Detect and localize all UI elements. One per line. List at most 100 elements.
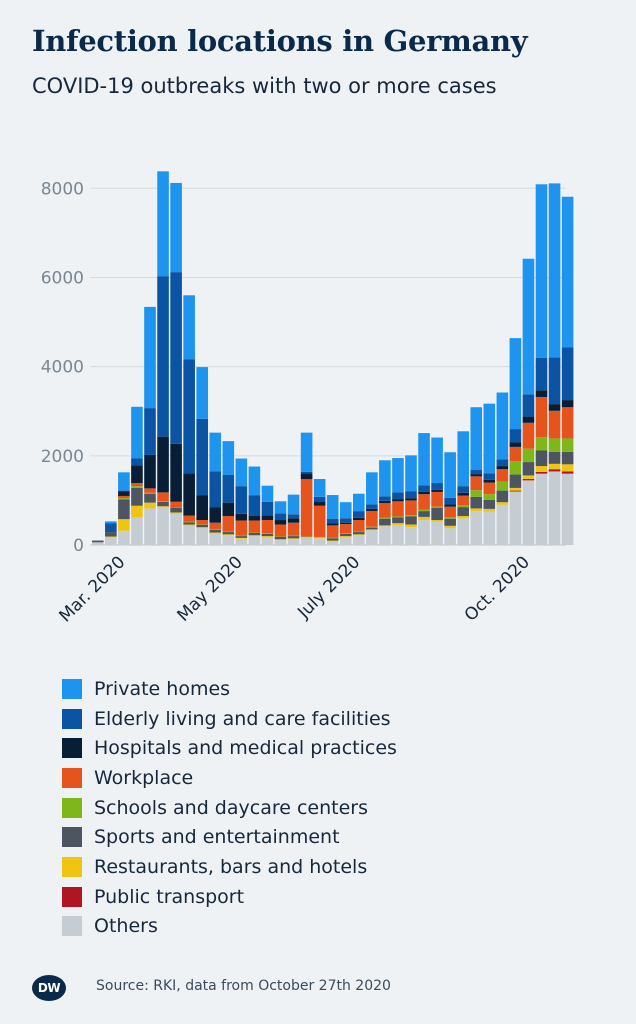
bar-segment: [300, 536, 313, 538]
bar-segment: [483, 508, 496, 512]
bar-segment: [483, 479, 496, 483]
bar-stack-week-20: [339, 502, 352, 545]
bar-segment: [457, 431, 469, 487]
bar-segment: [339, 536, 352, 545]
bar-segment: [535, 396, 548, 438]
bar-segment: [287, 514, 300, 519]
bar-stack-week-32: [496, 392, 509, 545]
bar-segment: [118, 530, 130, 545]
legend-label: Public transport: [94, 885, 245, 908]
bars: [92, 171, 574, 545]
bar-segment: [92, 540, 104, 543]
bar-segment: [287, 522, 300, 536]
bar-segment: [105, 537, 117, 545]
dw-logo: DW: [32, 975, 66, 1001]
bar-segment: [235, 520, 248, 536]
bar-segment: [535, 437, 548, 451]
bar-segment: [248, 532, 261, 536]
bar-segment: [418, 494, 430, 510]
bar-segment: [405, 491, 417, 499]
legend-label: Sports and entertainment: [94, 826, 340, 849]
bar-stack-week-23: [379, 460, 391, 545]
bar-stack-week-29: [457, 431, 469, 545]
bar-stack-week-33: [509, 338, 522, 545]
bar-segment: [183, 473, 195, 516]
bar-segment: [235, 536, 248, 538]
bar-segment: [470, 407, 483, 470]
bar-segment: [209, 522, 222, 530]
bar-segment: [535, 184, 548, 358]
bar-segment: [261, 520, 274, 534]
bar-segment: [444, 506, 456, 518]
bar-segment: [509, 446, 522, 462]
legend-item: Others: [62, 912, 397, 942]
bar-stack-week-16: [287, 494, 300, 545]
bar-segment: [118, 491, 130, 496]
bar-stack-week-30: [470, 407, 483, 545]
bar-segment: [379, 518, 391, 526]
bar-segment: [561, 451, 574, 465]
bar-segment: [326, 541, 339, 545]
bar-segment: [248, 495, 261, 517]
bar-segment: [183, 525, 195, 545]
bar-segment: [561, 407, 574, 439]
bar-segment: [470, 490, 483, 497]
bar-segment: [457, 518, 469, 545]
bar-segment: [548, 438, 561, 452]
bar-segment: [209, 471, 222, 508]
bar-segment: [248, 466, 261, 496]
bar-stack-week-19: [326, 495, 339, 545]
bar-segment: [313, 537, 326, 539]
bar-segment: [144, 492, 156, 494]
bar-segment: [522, 422, 535, 449]
bar-segment: [157, 276, 169, 437]
bar-stack-week-2: [105, 521, 117, 545]
bar-stack-week-6: [157, 171, 169, 545]
bar-segment: [366, 526, 378, 528]
x-tick-label: July 2020: [293, 552, 364, 623]
bar-segment: [444, 518, 456, 526]
bar-stack-week-14: [261, 485, 274, 545]
x-tick-label: Mar. 2020: [55, 552, 129, 626]
bar-segment: [131, 505, 143, 518]
bar-segment: [366, 530, 378, 545]
bar-segment: [457, 516, 469, 519]
chart-title: Infection locations in Germany: [32, 24, 528, 58]
bar-segment: [353, 532, 365, 535]
bar-segment: [379, 517, 391, 519]
bar-segment: [353, 534, 365, 536]
bar-stack-week-13: [248, 466, 261, 545]
bar-segment: [548, 410, 561, 439]
bar-segment: [274, 539, 287, 541]
bar-stack-week-11: [222, 441, 235, 545]
bar-segment: [144, 408, 156, 455]
bar-segment: [483, 403, 496, 474]
bar-segment: [392, 516, 404, 518]
bar-segment: [405, 524, 417, 528]
bar-segment: [144, 502, 156, 509]
bar-segment: [522, 462, 535, 476]
bar-segment: [274, 536, 287, 540]
bar-segment: [261, 485, 274, 502]
bar-segment: [444, 497, 456, 505]
legend-swatch: [62, 767, 82, 788]
bar-segment: [470, 511, 483, 545]
bar-segment: [444, 452, 456, 498]
bar-segment: [118, 498, 130, 500]
bar-segment: [535, 471, 548, 474]
bar-segment: [235, 513, 248, 521]
bar-segment: [509, 487, 522, 491]
bar-segment: [522, 258, 535, 395]
bar-stack-week-21: [353, 493, 365, 545]
bar-segment: [457, 492, 469, 496]
bar-segment: [170, 501, 182, 508]
bar-stack-week-15: [274, 501, 287, 545]
bar-segment: [313, 538, 326, 545]
bar-segment: [470, 474, 483, 477]
bar-segment: [483, 511, 496, 545]
bar-segment: [535, 466, 548, 472]
bar-segment: [561, 473, 574, 545]
bar-segment: [353, 520, 365, 532]
legend-item: Schools and daycare centers: [62, 793, 397, 823]
bar-segment: [366, 472, 378, 505]
